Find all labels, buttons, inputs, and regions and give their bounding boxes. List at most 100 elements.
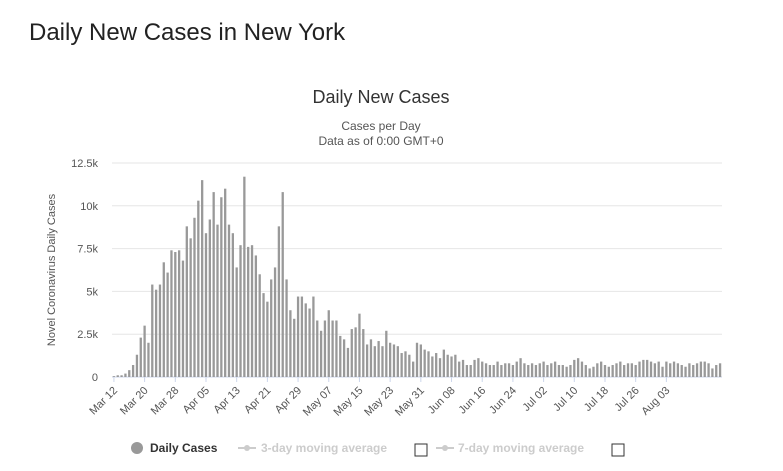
legend-label-3day[interactable]: 3-day moving average	[261, 441, 387, 455]
bar[interactable]	[546, 365, 549, 377]
bar[interactable]	[365, 344, 369, 377]
bar[interactable]	[204, 233, 208, 377]
legend-checkbox-3day[interactable]	[414, 443, 428, 457]
bar[interactable]	[162, 262, 165, 377]
bar[interactable]	[373, 346, 376, 377]
bar[interactable]	[446, 354, 449, 377]
bar[interactable]	[158, 284, 162, 377]
legend-label-7day[interactable]: 7-day moving average	[458, 441, 584, 455]
bar[interactable]	[427, 351, 430, 377]
bar[interactable]	[680, 365, 683, 377]
legend-checkbox-7day[interactable]	[611, 443, 625, 457]
bar[interactable]	[354, 327, 357, 377]
bar[interactable]	[112, 376, 116, 377]
bar[interactable]	[657, 361, 660, 377]
bar[interactable]	[534, 365, 538, 377]
bar[interactable]	[331, 320, 334, 378]
bar[interactable]	[634, 365, 637, 377]
bar[interactable]	[346, 347, 350, 377]
bar[interactable]	[143, 325, 146, 377]
bar[interactable]	[565, 366, 568, 377]
bar[interactable]	[212, 192, 215, 377]
bar[interactable]	[507, 363, 511, 377]
bar[interactable]	[695, 363, 699, 377]
bar[interactable]	[404, 351, 407, 377]
bar[interactable]	[154, 289, 158, 377]
bar[interactable]	[388, 342, 392, 377]
bar[interactable]	[335, 320, 338, 378]
bar[interactable]	[177, 250, 181, 377]
bar[interactable]	[316, 320, 319, 378]
bar[interactable]	[603, 365, 607, 377]
bar[interactable]	[584, 365, 587, 377]
bar[interactable]	[385, 330, 388, 377]
bar[interactable]	[358, 313, 361, 377]
bar[interactable]	[607, 366, 610, 377]
bar[interactable]	[592, 366, 595, 377]
bar[interactable]	[442, 349, 445, 377]
bar[interactable]	[350, 329, 353, 377]
bar[interactable]	[538, 363, 541, 377]
bar[interactable]	[231, 233, 234, 377]
bar[interactable]	[596, 363, 599, 377]
legend-marker-daily-cases[interactable]	[131, 442, 143, 454]
bar[interactable]	[308, 308, 311, 377]
bar[interactable]	[615, 363, 618, 377]
bar[interactable]	[120, 375, 123, 377]
bar[interactable]	[672, 361, 676, 377]
bar[interactable]	[151, 284, 154, 377]
bar[interactable]	[419, 344, 422, 377]
bar[interactable]	[224, 188, 227, 377]
bar[interactable]	[166, 272, 169, 377]
bar[interactable]	[557, 365, 561, 377]
bar[interactable]	[174, 252, 177, 377]
bar[interactable]	[515, 361, 518, 377]
bar[interactable]	[458, 361, 461, 377]
bar[interactable]	[711, 368, 714, 377]
bar[interactable]	[642, 359, 645, 377]
bar[interactable]	[300, 296, 304, 377]
bar[interactable]	[488, 365, 492, 377]
bar[interactable]	[576, 358, 580, 377]
bar[interactable]	[289, 310, 292, 377]
bar[interactable]	[189, 238, 192, 377]
bar[interactable]	[496, 361, 499, 377]
bar[interactable]	[423, 349, 426, 377]
bar[interactable]	[500, 365, 503, 377]
bar[interactable]	[481, 361, 484, 377]
bar[interactable]	[619, 361, 622, 377]
bar[interactable]	[661, 366, 664, 377]
bar[interactable]	[381, 346, 384, 377]
bar[interactable]	[676, 363, 680, 377]
bar[interactable]	[400, 353, 403, 377]
bar[interactable]	[220, 197, 223, 377]
bar[interactable]	[342, 339, 346, 377]
bar[interactable]	[181, 260, 185, 377]
bar[interactable]	[266, 301, 269, 377]
bar[interactable]	[600, 361, 603, 377]
bar[interactable]	[362, 329, 365, 377]
bar[interactable]	[197, 200, 200, 377]
bar[interactable]	[669, 363, 672, 377]
bar[interactable]	[415, 342, 419, 377]
bar[interactable]	[293, 318, 296, 377]
bar[interactable]	[561, 365, 564, 377]
bar[interactable]	[235, 267, 238, 377]
bar[interactable]	[262, 293, 265, 377]
bar[interactable]	[461, 359, 465, 377]
bar[interactable]	[438, 358, 442, 377]
bar[interactable]	[638, 361, 641, 377]
bar[interactable]	[408, 354, 411, 377]
legend-marker-7day[interactable]	[442, 445, 448, 451]
bar[interactable]	[450, 356, 453, 377]
bar[interactable]	[588, 368, 591, 377]
bar[interactable]	[523, 363, 526, 377]
bar[interactable]	[465, 365, 469, 377]
bar[interactable]	[254, 255, 258, 377]
bar[interactable]	[530, 363, 534, 377]
bar[interactable]	[707, 363, 710, 377]
bar[interactable]	[454, 354, 457, 377]
bar[interactable]	[550, 363, 553, 377]
bar[interactable]	[484, 363, 488, 377]
bar[interactable]	[469, 365, 472, 377]
